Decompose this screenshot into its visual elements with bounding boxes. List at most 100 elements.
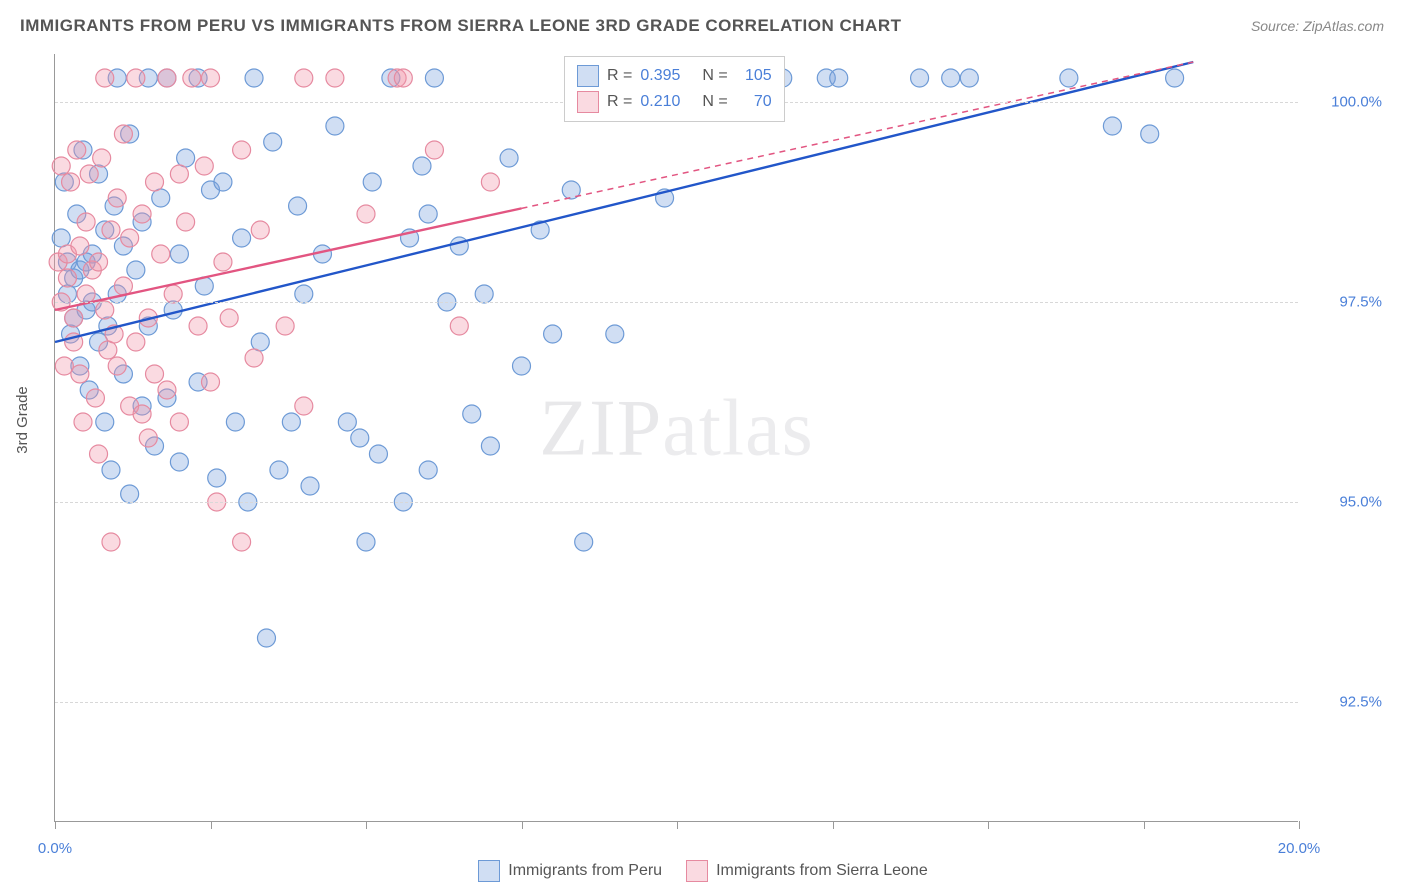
data-point xyxy=(102,461,120,479)
chart-svg xyxy=(55,54,1298,821)
data-point xyxy=(245,69,263,87)
legend-swatch xyxy=(686,860,708,882)
data-point xyxy=(68,141,86,159)
data-point xyxy=(276,317,294,335)
data-point xyxy=(394,69,412,87)
data-point xyxy=(139,429,157,447)
data-point xyxy=(245,349,263,367)
x-tick xyxy=(211,821,212,829)
legend-swatch xyxy=(478,860,500,882)
data-point xyxy=(177,149,195,167)
data-point xyxy=(357,533,375,551)
data-point xyxy=(233,229,251,247)
data-point xyxy=(170,453,188,471)
data-point xyxy=(450,237,468,255)
data-point xyxy=(80,165,98,183)
legend-stat-row: R =0.210N =70 xyxy=(577,89,772,115)
data-point xyxy=(282,413,300,431)
data-point xyxy=(102,533,120,551)
data-point xyxy=(214,173,232,191)
data-point xyxy=(481,437,499,455)
data-point xyxy=(121,485,139,503)
data-point xyxy=(146,365,164,383)
data-point xyxy=(108,357,126,375)
data-point xyxy=(295,285,313,303)
data-point xyxy=(226,413,244,431)
legend-item: Immigrants from Sierra Leone xyxy=(686,860,928,882)
data-point xyxy=(52,157,70,175)
x-tick xyxy=(677,821,678,829)
data-point xyxy=(257,629,275,647)
y-tick-label: 95.0% xyxy=(1339,494,1382,511)
y-axis-label: 3rd Grade xyxy=(14,386,31,454)
data-point xyxy=(164,301,182,319)
data-point xyxy=(152,245,170,263)
x-tick xyxy=(833,821,834,829)
data-point xyxy=(214,253,232,271)
chart-title: IMMIGRANTS FROM PERU VS IMMIGRANTS FROM … xyxy=(20,16,902,36)
data-point xyxy=(450,317,468,335)
data-point xyxy=(251,221,269,239)
data-point xyxy=(513,357,531,375)
data-point xyxy=(146,173,164,191)
data-point xyxy=(164,285,182,303)
data-point xyxy=(93,149,111,167)
data-point xyxy=(189,317,207,335)
data-point xyxy=(326,69,344,87)
data-point xyxy=(58,269,76,287)
data-point xyxy=(183,69,201,87)
data-point xyxy=(425,69,443,87)
data-point xyxy=(170,165,188,183)
x-tick xyxy=(1144,821,1145,829)
data-point xyxy=(351,429,369,447)
y-tick-label: 92.5% xyxy=(1339,694,1382,711)
data-point xyxy=(86,389,104,407)
x-tick xyxy=(366,821,367,829)
plot-area: ZIPatlas 92.5%95.0%97.5%100.0%0.0%20.0% xyxy=(54,54,1298,822)
data-point xyxy=(170,413,188,431)
data-point xyxy=(71,237,89,255)
data-point xyxy=(419,461,437,479)
data-point xyxy=(96,69,114,87)
x-tick-label: 0.0% xyxy=(38,840,72,857)
data-point xyxy=(326,117,344,135)
data-point xyxy=(270,461,288,479)
data-point xyxy=(127,333,145,351)
data-point xyxy=(177,213,195,231)
data-point xyxy=(960,69,978,87)
data-point xyxy=(208,469,226,487)
data-point xyxy=(71,365,89,383)
data-point xyxy=(338,413,356,431)
data-point xyxy=(195,157,213,175)
x-tick xyxy=(522,821,523,829)
data-point xyxy=(74,413,92,431)
data-point xyxy=(220,309,238,327)
data-point xyxy=(99,341,117,359)
data-point xyxy=(1166,69,1184,87)
data-point xyxy=(77,213,95,231)
data-point xyxy=(295,397,313,415)
data-point xyxy=(108,189,126,207)
data-point xyxy=(463,405,481,423)
data-point xyxy=(96,413,114,431)
data-point xyxy=(369,445,387,463)
legend-item: Immigrants from Peru xyxy=(478,860,662,882)
data-point xyxy=(830,69,848,87)
y-tick-label: 97.5% xyxy=(1339,294,1382,311)
data-point xyxy=(62,173,80,191)
x-tick-label: 20.0% xyxy=(1278,840,1321,857)
data-point xyxy=(96,301,114,319)
data-point xyxy=(65,309,83,327)
data-point xyxy=(413,157,431,175)
data-point xyxy=(264,133,282,151)
data-point xyxy=(90,253,108,271)
legend-bottom: Immigrants from Peru Immigrants from Sier… xyxy=(0,860,1406,882)
data-point xyxy=(202,69,220,87)
data-point xyxy=(127,69,145,87)
x-tick xyxy=(55,821,56,829)
data-point xyxy=(301,477,319,495)
data-point xyxy=(170,245,188,263)
legend-label: Immigrants from Sierra Leone xyxy=(716,862,928,880)
data-point xyxy=(481,173,499,191)
gridline xyxy=(55,502,1298,503)
